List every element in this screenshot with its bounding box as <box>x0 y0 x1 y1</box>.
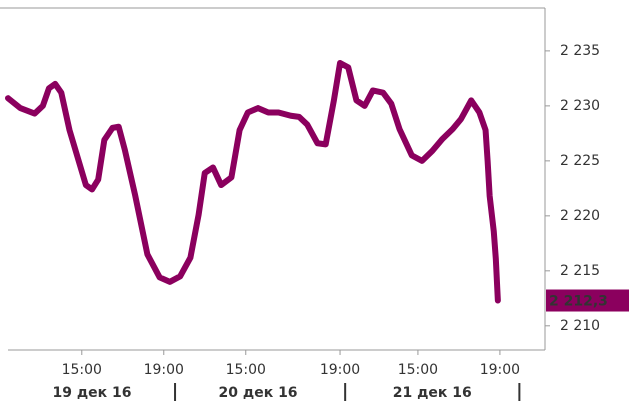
x-tick-label: 19:00 <box>320 362 360 378</box>
x-tick-label: 15:00 <box>62 362 102 378</box>
day-label: 21 дек 16 <box>393 385 472 401</box>
last-value-label: 2 212,3 <box>549 294 608 310</box>
day-label: 19 дек 16 <box>53 385 132 401</box>
x-tick-label: 15:00 <box>226 362 266 378</box>
x-tick-label: 15:00 <box>398 362 438 378</box>
last-value-box <box>546 289 629 312</box>
price-line <box>5 59 501 304</box>
y-tick-label: 2 210 <box>560 318 600 334</box>
y-tick-label: 2 230 <box>560 98 600 114</box>
y-tick-label: 2 235 <box>560 43 600 59</box>
y-tick-label: 2 225 <box>560 153 600 169</box>
x-tick-label: 19:00 <box>144 362 184 378</box>
y-tick-label: 2 215 <box>560 263 600 279</box>
day-label: 20 дек 16 <box>219 385 298 401</box>
y-tick-label: 2 220 <box>560 208 600 224</box>
x-tick-label: 19:00 <box>480 362 520 378</box>
